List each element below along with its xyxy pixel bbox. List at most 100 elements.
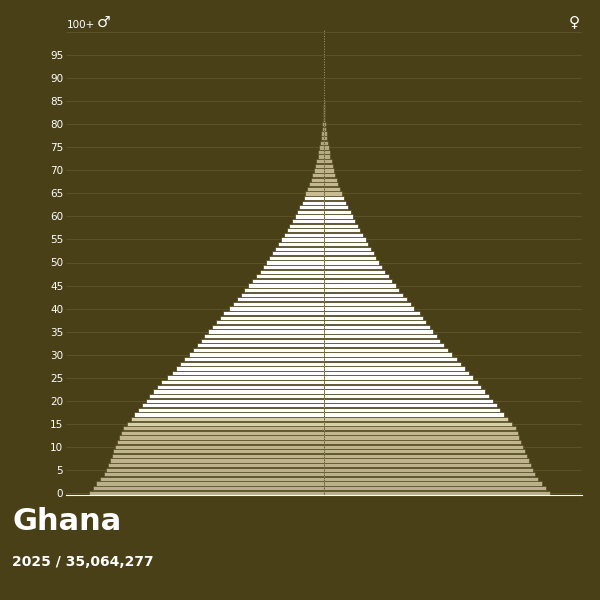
Bar <box>324 311 419 315</box>
Bar <box>324 366 465 371</box>
Bar <box>322 122 324 127</box>
Bar <box>324 242 368 246</box>
Bar <box>324 256 376 260</box>
Bar <box>119 436 324 440</box>
Bar <box>324 140 328 145</box>
Bar <box>305 191 324 196</box>
Bar <box>322 131 324 136</box>
Bar <box>324 458 529 463</box>
Bar <box>324 104 325 108</box>
Bar <box>123 426 324 430</box>
Bar <box>89 491 324 495</box>
Bar <box>324 274 389 278</box>
Bar <box>200 338 324 343</box>
Bar <box>324 238 366 242</box>
Bar <box>321 136 324 140</box>
Bar <box>324 320 427 325</box>
Bar <box>138 408 324 412</box>
Bar <box>324 426 515 430</box>
Bar <box>324 224 358 228</box>
Bar <box>281 238 324 242</box>
Bar <box>241 293 324 297</box>
Bar <box>184 357 324 361</box>
Bar <box>324 389 485 394</box>
Bar <box>324 362 461 366</box>
Bar <box>324 403 497 407</box>
Bar <box>322 127 324 131</box>
Bar <box>316 159 324 163</box>
Bar <box>324 357 457 361</box>
Bar <box>153 389 324 394</box>
Bar <box>172 371 324 375</box>
Bar <box>324 173 335 177</box>
Bar <box>324 329 433 334</box>
Bar <box>324 131 326 136</box>
Bar <box>233 302 324 306</box>
Bar <box>324 422 512 426</box>
Bar <box>256 274 324 278</box>
Bar <box>324 196 344 200</box>
Bar <box>180 362 324 366</box>
Bar <box>314 169 324 173</box>
Bar <box>149 394 324 398</box>
Bar <box>324 394 489 398</box>
Bar <box>324 187 340 191</box>
Bar <box>324 440 521 444</box>
Bar <box>324 182 338 187</box>
Bar <box>115 445 324 449</box>
Bar <box>324 214 353 218</box>
Bar <box>324 233 363 237</box>
Bar <box>275 247 324 251</box>
Bar <box>323 118 324 122</box>
Bar <box>315 164 324 168</box>
Bar <box>324 348 448 352</box>
Bar <box>97 481 324 485</box>
Bar <box>324 352 452 356</box>
Bar <box>127 422 324 426</box>
Bar <box>297 210 324 214</box>
Bar <box>319 150 324 154</box>
Bar <box>108 463 324 467</box>
Bar <box>324 127 326 131</box>
Bar <box>193 348 324 352</box>
Bar <box>324 481 542 485</box>
Bar <box>324 417 508 421</box>
Bar <box>324 307 414 311</box>
Bar <box>117 440 324 444</box>
Bar <box>100 477 324 481</box>
Bar <box>131 417 324 421</box>
Bar <box>92 486 324 490</box>
Bar <box>324 491 550 495</box>
Bar <box>324 398 493 403</box>
Bar <box>287 228 324 232</box>
Bar <box>324 150 329 154</box>
Bar <box>324 467 533 472</box>
Bar <box>295 214 324 218</box>
Bar <box>324 118 325 122</box>
Bar <box>324 302 410 306</box>
Bar <box>324 269 385 274</box>
Bar <box>324 265 382 269</box>
Bar <box>121 431 324 435</box>
Bar <box>324 325 430 329</box>
Text: ♂: ♂ <box>97 14 110 29</box>
Bar <box>167 376 324 380</box>
Bar <box>324 219 355 223</box>
Bar <box>324 486 546 490</box>
Bar <box>324 385 481 389</box>
Bar <box>212 325 324 329</box>
Bar <box>278 242 324 246</box>
Bar <box>324 247 371 251</box>
Text: 100+: 100+ <box>67 20 95 29</box>
Bar <box>324 454 527 458</box>
Bar <box>324 205 348 209</box>
Bar <box>134 412 324 416</box>
Bar <box>197 343 324 347</box>
Bar <box>324 334 437 338</box>
Bar <box>323 113 324 117</box>
Bar <box>307 187 324 191</box>
Bar <box>260 269 324 274</box>
Bar <box>244 288 324 292</box>
Bar <box>269 256 324 260</box>
Bar <box>324 477 538 481</box>
